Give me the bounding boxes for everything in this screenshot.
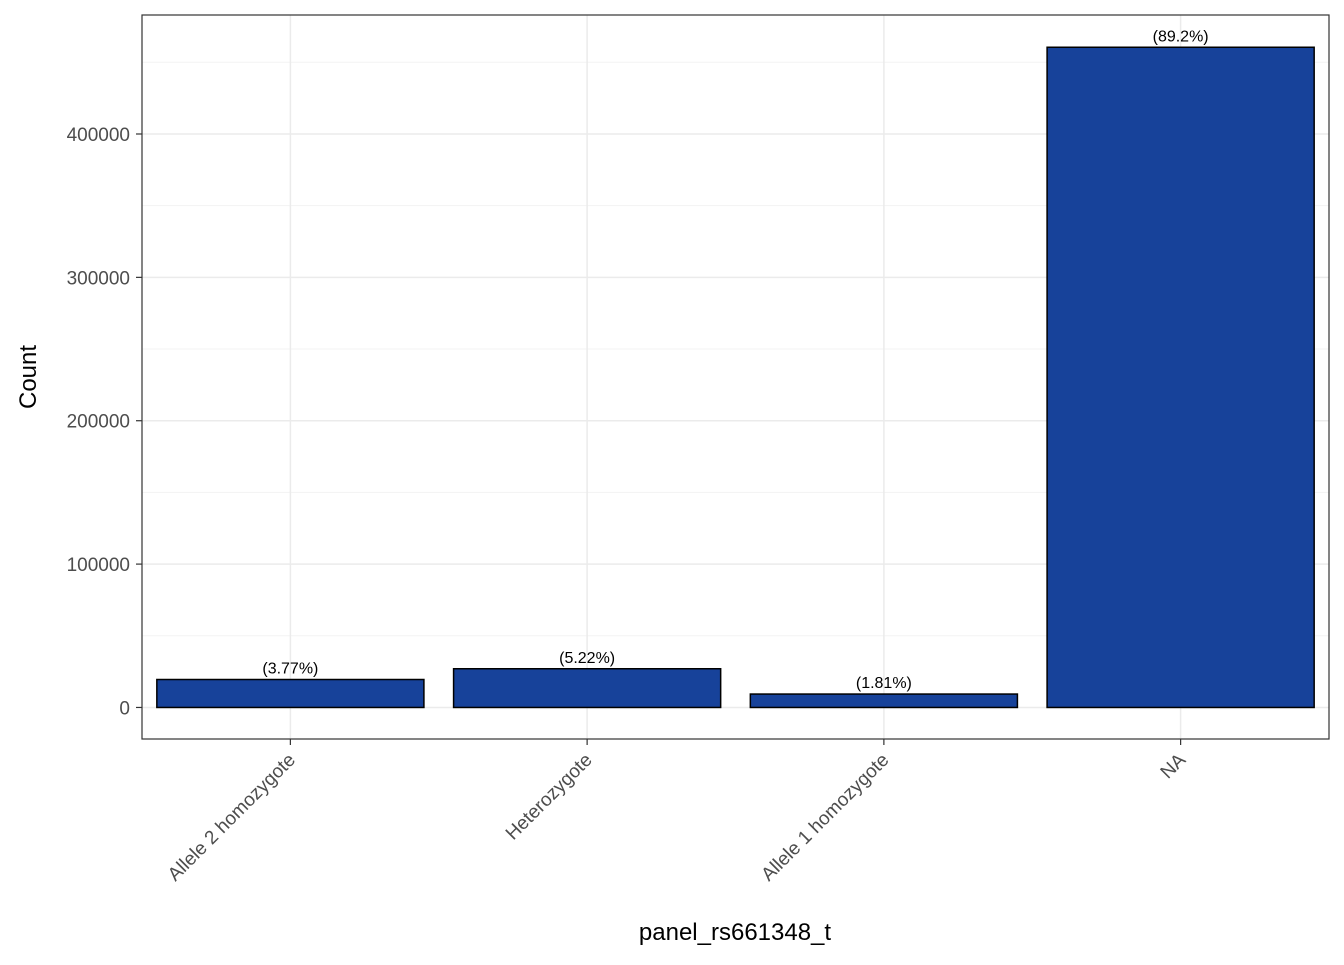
x-axis-title: panel_rs661348_t xyxy=(639,919,831,946)
bar xyxy=(452,668,722,709)
y-tick-label: 400000 xyxy=(67,125,130,146)
x-tick-label: Allele 1 homozygote xyxy=(758,750,894,886)
bar xyxy=(1046,46,1315,709)
bar xyxy=(749,693,1019,709)
x-tick-label: Allele 2 homozygote xyxy=(164,750,300,886)
bar-data-label: (5.22%) xyxy=(559,650,615,667)
bar xyxy=(156,678,425,709)
x-tick-label: NA xyxy=(1157,749,1191,783)
y-tick-label: 100000 xyxy=(67,555,130,576)
bars xyxy=(156,46,1315,709)
y-axis-ticks: 0 100000 200000 300000 400000 xyxy=(67,125,142,719)
y-tick-label: 200000 xyxy=(67,412,130,433)
x-tick-label: Heterozygote xyxy=(502,750,597,845)
bar-data-label: (1.81%) xyxy=(856,675,912,692)
x-axis-ticks: Allele 2 homozygote Heterozygote Allele 1 … xyxy=(164,739,1190,886)
y-tick-label: 300000 xyxy=(67,268,130,289)
bar-data-label: (3.77%) xyxy=(262,661,318,678)
data-labels: (3.77%) (5.22%) (1.81%) (89.2%) xyxy=(262,28,1208,692)
bar-data-label: (89.2%) xyxy=(1153,28,1209,45)
panel-border xyxy=(141,14,1330,740)
y-axis-title: Count xyxy=(15,345,42,409)
y-tick-label: 0 xyxy=(119,698,130,719)
